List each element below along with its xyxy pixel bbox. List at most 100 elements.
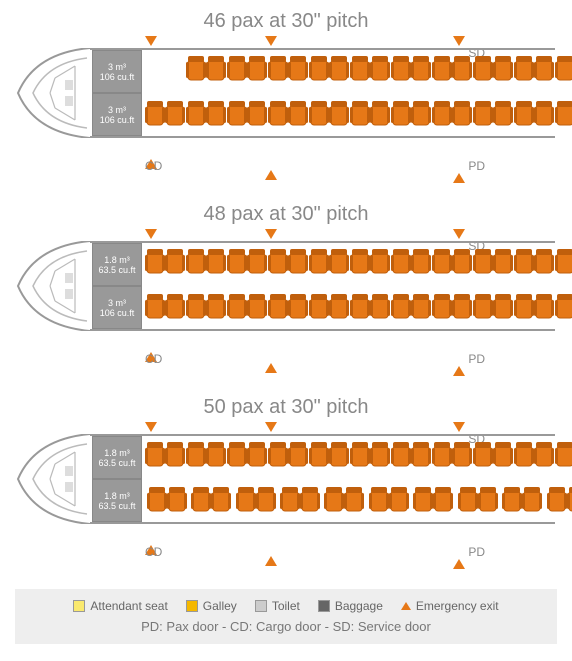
seat bbox=[268, 294, 308, 324]
exit-marker bbox=[265, 542, 277, 556]
interior: 1.8 m³63.5 cu.ft 3 m³106 cu.ft bbox=[92, 243, 555, 329]
seat bbox=[514, 56, 554, 86]
config-title: 46 pax at 30" pitch bbox=[15, 10, 557, 33]
seat bbox=[555, 442, 572, 472]
seat bbox=[391, 101, 431, 131]
pd-marker: PD bbox=[453, 545, 485, 559]
seat-map-container: 46 pax at 30" pitch SD 3 m³106 cu.ft 3 m… bbox=[0, 0, 572, 654]
plane-wrap: SD 1.8 m³63.5 cu.ft 3 m³106 cu.ft bbox=[15, 241, 557, 361]
cd-marker: CD bbox=[145, 531, 162, 559]
pd-label: PD bbox=[468, 159, 485, 173]
seat bbox=[473, 294, 513, 324]
cabin bbox=[142, 243, 572, 329]
exit-triangle-icon bbox=[401, 602, 411, 610]
storage-top: 1.8 m³63.5 cu.ft bbox=[92, 436, 142, 479]
seat bbox=[456, 487, 499, 517]
seat bbox=[309, 101, 349, 131]
seat bbox=[473, 56, 513, 86]
storage-bot: 1.8 m³63.5 cu.ft bbox=[92, 479, 142, 522]
seat bbox=[432, 249, 472, 279]
seat bbox=[545, 487, 572, 517]
seat bbox=[278, 487, 321, 517]
cd-label: CD bbox=[145, 352, 162, 366]
seat bbox=[268, 56, 308, 86]
legend-exit: Emergency exit bbox=[401, 599, 499, 613]
cockpit bbox=[15, 241, 90, 331]
legend-label: Baggage bbox=[335, 599, 383, 613]
seat bbox=[432, 101, 472, 131]
seat bbox=[186, 294, 226, 324]
plane-wrap: SD 1.8 m³63.5 cu.ft 1.8 m³63.5 cu.ft bbox=[15, 434, 557, 554]
exit-triangle-icon bbox=[453, 352, 465, 376]
config-1: 48 pax at 30" pitch SD 1.8 m³63.5 cu.ft … bbox=[15, 203, 557, 361]
seat-row-top bbox=[145, 438, 572, 475]
storage-top: 1.8 m³63.5 cu.ft bbox=[92, 243, 142, 286]
seat bbox=[145, 249, 185, 279]
seat bbox=[473, 442, 513, 472]
exit-triangle-icon bbox=[453, 159, 465, 183]
legend-icons: Attendant seat Galley Toilet Baggage Eme… bbox=[25, 599, 547, 613]
fwd-storage: 1.8 m³63.5 cu.ft 3 m³106 cu.ft bbox=[92, 243, 142, 329]
seat bbox=[309, 294, 349, 324]
cd-marker: CD bbox=[145, 145, 162, 173]
seat bbox=[514, 101, 554, 131]
interior: 1.8 m³63.5 cu.ft 1.8 m³63.5 cu.ft bbox=[92, 436, 555, 522]
seat bbox=[186, 442, 226, 472]
seat bbox=[350, 249, 390, 279]
seat bbox=[186, 56, 226, 86]
cockpit bbox=[15, 434, 90, 524]
seat bbox=[227, 442, 267, 472]
seat bbox=[391, 56, 431, 86]
seat-row-bot bbox=[145, 97, 572, 134]
seat bbox=[189, 487, 232, 517]
plane: 3 m³106 cu.ft 3 m³106 cu.ft bbox=[15, 48, 555, 138]
cd-label: CD bbox=[145, 545, 162, 559]
galley-swatch bbox=[186, 600, 198, 612]
pd-label: PD bbox=[468, 352, 485, 366]
seat bbox=[514, 442, 554, 472]
seat bbox=[432, 294, 472, 324]
seat bbox=[391, 442, 431, 472]
fwd-storage: 1.8 m³63.5 cu.ft 1.8 m³63.5 cu.ft bbox=[92, 436, 142, 522]
seat-row-top bbox=[145, 52, 572, 89]
baggage-swatch bbox=[318, 600, 330, 612]
seat bbox=[227, 294, 267, 324]
pd-marker: PD bbox=[453, 159, 485, 173]
seat bbox=[555, 294, 572, 324]
config-0: 46 pax at 30" pitch SD 3 m³106 cu.ft 3 m… bbox=[15, 10, 557, 168]
toilet-swatch bbox=[255, 600, 267, 612]
pd-marker: PD bbox=[453, 352, 485, 366]
plane-wrap: SD 3 m³106 cu.ft 3 m³106 cu.ft bbox=[15, 48, 557, 168]
cabin bbox=[142, 50, 572, 136]
seat-row-bot bbox=[145, 483, 572, 520]
seat bbox=[391, 249, 431, 279]
seat bbox=[227, 249, 267, 279]
seat-row-top bbox=[145, 245, 572, 282]
seat bbox=[323, 487, 366, 517]
seat bbox=[367, 487, 410, 517]
seat bbox=[350, 294, 390, 324]
seat bbox=[555, 249, 572, 279]
plane: 1.8 m³63.5 cu.ft 3 m³106 cu.ft bbox=[15, 241, 555, 331]
exit-triangle-icon bbox=[265, 542, 277, 566]
seat bbox=[309, 442, 349, 472]
attendant-swatch bbox=[73, 600, 85, 612]
exit-triangle-icon bbox=[265, 349, 277, 373]
config-title: 50 pax at 30" pitch bbox=[15, 396, 557, 419]
seat bbox=[350, 101, 390, 131]
legend-abbrev: PD: Pax door - CD: Cargo door - SD: Serv… bbox=[25, 619, 547, 634]
seat bbox=[432, 56, 472, 86]
cabin bbox=[142, 436, 572, 522]
seat bbox=[268, 101, 308, 131]
exit-marker bbox=[265, 349, 277, 363]
cd-marker: CD bbox=[145, 338, 162, 366]
config-title: 48 pax at 30" pitch bbox=[15, 203, 557, 226]
storage-bot: 3 m³106 cu.ft bbox=[92, 286, 142, 329]
legend-baggage: Baggage bbox=[318, 599, 383, 613]
exit-marker bbox=[265, 156, 277, 170]
seat bbox=[309, 249, 349, 279]
seat bbox=[145, 101, 185, 131]
seat bbox=[186, 249, 226, 279]
config-2: 50 pax at 30" pitch SD 1.8 m³63.5 cu.ft … bbox=[15, 396, 557, 554]
legend-label: Toilet bbox=[272, 599, 300, 613]
